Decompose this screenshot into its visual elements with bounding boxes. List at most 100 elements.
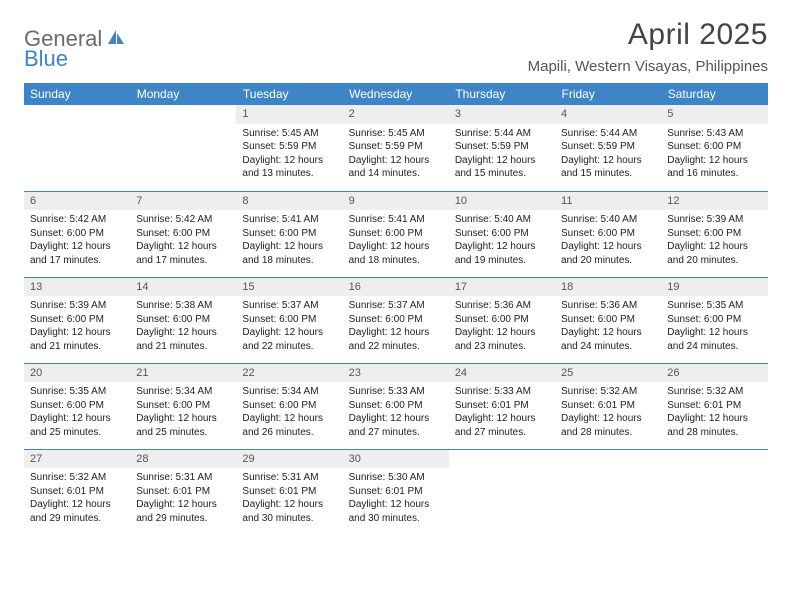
sunset-text: Sunset: 6:01 PM — [136, 485, 230, 499]
calendar-row: 6Sunrise: 5:42 AMSunset: 6:00 PMDaylight… — [24, 191, 768, 277]
calendar-cell: 17Sunrise: 5:36 AMSunset: 6:00 PMDayligh… — [449, 277, 555, 363]
day-number: 17 — [449, 278, 555, 297]
sunrise-text: Sunrise: 5:44 AM — [561, 127, 655, 141]
calendar-cell: 28Sunrise: 5:31 AMSunset: 6:01 PMDayligh… — [130, 449, 236, 535]
day-content: Sunrise: 5:34 AMSunset: 6:00 PMDaylight:… — [130, 382, 236, 445]
day-content: Sunrise: 5:33 AMSunset: 6:01 PMDaylight:… — [449, 382, 555, 445]
sunrise-text: Sunrise: 5:31 AM — [136, 471, 230, 485]
day-content: Sunrise: 5:36 AMSunset: 6:00 PMDaylight:… — [449, 296, 555, 359]
daylight-text: Daylight: 12 hours and 13 minutes. — [242, 154, 336, 181]
day-number: 24 — [449, 364, 555, 383]
day-number: 14 — [130, 278, 236, 297]
day-number: 6 — [24, 192, 130, 211]
sunset-text: Sunset: 6:00 PM — [349, 399, 443, 413]
daylight-text: Daylight: 12 hours and 15 minutes. — [561, 154, 655, 181]
calendar-cell — [661, 449, 767, 535]
day-content: Sunrise: 5:35 AMSunset: 6:00 PMDaylight:… — [661, 296, 767, 359]
daylight-text: Daylight: 12 hours and 17 minutes. — [30, 240, 124, 267]
day-number: 9 — [343, 192, 449, 211]
sunset-text: Sunset: 6:00 PM — [349, 313, 443, 327]
day-content: Sunrise: 5:37 AMSunset: 6:00 PMDaylight:… — [236, 296, 342, 359]
calendar-cell: 19Sunrise: 5:35 AMSunset: 6:00 PMDayligh… — [661, 277, 767, 363]
day-content: Sunrise: 5:44 AMSunset: 5:59 PMDaylight:… — [555, 124, 661, 187]
sunrise-text: Sunrise: 5:34 AM — [242, 385, 336, 399]
daylight-text: Daylight: 12 hours and 21 minutes. — [30, 326, 124, 353]
sunset-text: Sunset: 5:59 PM — [349, 140, 443, 154]
sunset-text: Sunset: 6:00 PM — [561, 313, 655, 327]
sunrise-text: Sunrise: 5:32 AM — [30, 471, 124, 485]
day-content: Sunrise: 5:34 AMSunset: 6:00 PMDaylight:… — [236, 382, 342, 445]
sunset-text: Sunset: 6:01 PM — [242, 485, 336, 499]
sunset-text: Sunset: 6:00 PM — [349, 227, 443, 241]
calendar-cell: 22Sunrise: 5:34 AMSunset: 6:00 PMDayligh… — [236, 363, 342, 449]
sunset-text: Sunset: 6:00 PM — [667, 227, 761, 241]
daylight-text: Daylight: 12 hours and 20 minutes. — [667, 240, 761, 267]
day-number: 5 — [661, 105, 767, 124]
day-number: 19 — [661, 278, 767, 297]
sunrise-text: Sunrise: 5:32 AM — [561, 385, 655, 399]
day-number: 15 — [236, 278, 342, 297]
day-content: Sunrise: 5:39 AMSunset: 6:00 PMDaylight:… — [661, 210, 767, 273]
daylight-text: Daylight: 12 hours and 26 minutes. — [242, 412, 336, 439]
sunset-text: Sunset: 6:00 PM — [242, 399, 336, 413]
calendar-cell: 29Sunrise: 5:31 AMSunset: 6:01 PMDayligh… — [236, 449, 342, 535]
calendar-cell: 14Sunrise: 5:38 AMSunset: 6:00 PMDayligh… — [130, 277, 236, 363]
calendar-row: 1Sunrise: 5:45 AMSunset: 5:59 PMDaylight… — [24, 105, 768, 191]
calendar-cell — [449, 449, 555, 535]
day-number: 27 — [24, 450, 130, 469]
sunset-text: Sunset: 6:00 PM — [242, 313, 336, 327]
day-number: 29 — [236, 450, 342, 469]
sunset-text: Sunset: 6:01 PM — [561, 399, 655, 413]
sunrise-text: Sunrise: 5:44 AM — [455, 127, 549, 141]
day-number: 23 — [343, 364, 449, 383]
calendar-row: 27Sunrise: 5:32 AMSunset: 6:01 PMDayligh… — [24, 449, 768, 535]
calendar-row: 13Sunrise: 5:39 AMSunset: 6:00 PMDayligh… — [24, 277, 768, 363]
sunrise-text: Sunrise: 5:41 AM — [242, 213, 336, 227]
day-content: Sunrise: 5:36 AMSunset: 6:00 PMDaylight:… — [555, 296, 661, 359]
calendar-cell: 11Sunrise: 5:40 AMSunset: 6:00 PMDayligh… — [555, 191, 661, 277]
sunset-text: Sunset: 6:01 PM — [30, 485, 124, 499]
daylight-text: Daylight: 12 hours and 24 minutes. — [667, 326, 761, 353]
day-content: Sunrise: 5:35 AMSunset: 6:00 PMDaylight:… — [24, 382, 130, 445]
day-number: 7 — [130, 192, 236, 211]
day-content: Sunrise: 5:31 AMSunset: 6:01 PMDaylight:… — [130, 468, 236, 531]
calendar-body: 1Sunrise: 5:45 AMSunset: 5:59 PMDaylight… — [24, 105, 768, 535]
calendar-cell: 5Sunrise: 5:43 AMSunset: 6:00 PMDaylight… — [661, 105, 767, 191]
sunrise-text: Sunrise: 5:35 AM — [30, 385, 124, 399]
day-header: Tuesday — [236, 83, 342, 105]
sunset-text: Sunset: 6:00 PM — [242, 227, 336, 241]
day-number: 13 — [24, 278, 130, 297]
sunrise-text: Sunrise: 5:31 AM — [242, 471, 336, 485]
day-number: 22 — [236, 364, 342, 383]
daylight-text: Daylight: 12 hours and 24 minutes. — [561, 326, 655, 353]
day-content: Sunrise: 5:32 AMSunset: 6:01 PMDaylight:… — [661, 382, 767, 445]
logo-text-blue: Blue — [24, 46, 68, 71]
sunrise-text: Sunrise: 5:43 AM — [667, 127, 761, 141]
daylight-text: Daylight: 12 hours and 18 minutes. — [242, 240, 336, 267]
sunrise-text: Sunrise: 5:30 AM — [349, 471, 443, 485]
day-header: Saturday — [661, 83, 767, 105]
daylight-text: Daylight: 12 hours and 29 minutes. — [136, 498, 230, 525]
day-number: 11 — [555, 192, 661, 211]
sunrise-text: Sunrise: 5:38 AM — [136, 299, 230, 313]
sunrise-text: Sunrise: 5:40 AM — [455, 213, 549, 227]
daylight-text: Daylight: 12 hours and 23 minutes. — [455, 326, 549, 353]
calendar-row: 20Sunrise: 5:35 AMSunset: 6:00 PMDayligh… — [24, 363, 768, 449]
sunset-text: Sunset: 6:00 PM — [455, 227, 549, 241]
day-content: Sunrise: 5:43 AMSunset: 6:00 PMDaylight:… — [661, 124, 767, 187]
day-number: 25 — [555, 364, 661, 383]
daylight-text: Daylight: 12 hours and 30 minutes. — [349, 498, 443, 525]
calendar-cell: 23Sunrise: 5:33 AMSunset: 6:00 PMDayligh… — [343, 363, 449, 449]
calendar-cell: 30Sunrise: 5:30 AMSunset: 6:01 PMDayligh… — [343, 449, 449, 535]
day-content: Sunrise: 5:45 AMSunset: 5:59 PMDaylight:… — [236, 124, 342, 187]
day-content: Sunrise: 5:31 AMSunset: 6:01 PMDaylight:… — [236, 468, 342, 531]
daylight-text: Daylight: 12 hours and 29 minutes. — [30, 498, 124, 525]
sunrise-text: Sunrise: 5:41 AM — [349, 213, 443, 227]
day-number: 26 — [661, 364, 767, 383]
day-number: 3 — [449, 105, 555, 124]
day-header: Thursday — [449, 83, 555, 105]
calendar-cell: 8Sunrise: 5:41 AMSunset: 6:00 PMDaylight… — [236, 191, 342, 277]
calendar-cell: 18Sunrise: 5:36 AMSunset: 6:00 PMDayligh… — [555, 277, 661, 363]
calendar-table: Sunday Monday Tuesday Wednesday Thursday… — [24, 83, 768, 535]
day-content: Sunrise: 5:40 AMSunset: 6:00 PMDaylight:… — [555, 210, 661, 273]
